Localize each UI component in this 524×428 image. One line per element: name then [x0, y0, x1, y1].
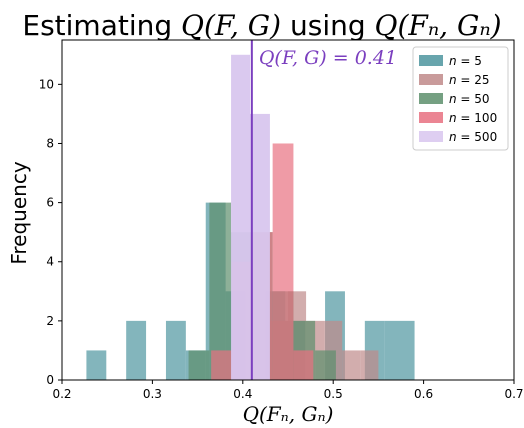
bar-series-4-bin-0: [231, 54, 251, 380]
y-axis-label: Frequency: [7, 161, 31, 264]
histogram-bars: [86, 54, 415, 380]
bar-series-3-bin-4: [293, 350, 314, 380]
x-tick-label: 0.2: [52, 387, 71, 401]
bar-series-3-bin-0: [211, 350, 232, 380]
bar-series-3-bin-3: [272, 143, 294, 380]
legend-label-0: n = 5: [449, 54, 482, 68]
x-tick-label: 0.3: [143, 387, 162, 401]
bar-series-0-bin-10: [384, 320, 415, 380]
x-tick-label: 0.4: [233, 387, 252, 401]
legend-swatch-0: [419, 55, 443, 66]
legend-box: [412, 46, 509, 151]
x-axis-label: Q(Fₙ, Gₙ): [243, 402, 334, 426]
legend-swatch-3: [419, 112, 443, 123]
bar-series-2-bin-1: [209, 202, 232, 380]
x-tick-label: 0.6: [414, 387, 433, 401]
y-tick-label: 8: [46, 136, 54, 150]
title-math-estimate: Q(Fₙ, Gₙ): [375, 9, 502, 42]
legend-label-1: n = 25: [449, 73, 490, 87]
bar-series-0-bin-0: [86, 350, 107, 380]
bar-series-1-bin-5: [360, 350, 379, 380]
bar-series-1-bin-4: [342, 350, 361, 380]
x-tick-label: 0.5: [324, 387, 343, 401]
legend-label-3: n = 100: [449, 111, 497, 125]
legend-swatch-2: [419, 93, 443, 104]
legend-label-2: n = 50: [449, 92, 490, 106]
y-tick-label: 2: [46, 314, 54, 328]
title-math-target: Q(F, G): [181, 9, 281, 42]
chart-title: Estimating Q(F, G) using Q(Fₙ, Gₙ): [22, 9, 501, 42]
legend-swatch-1: [419, 74, 443, 85]
y-tick-label: 0: [46, 373, 54, 387]
bar-series-2-bin-6: [315, 350, 336, 380]
bar-series-4-bin-1: [250, 113, 270, 380]
legend: n = 5 n = 25 n = 50 n = 100 n = 500: [412, 46, 509, 151]
bar-series-0-bin-2: [165, 320, 186, 380]
axes-frame: [61, 39, 515, 381]
y-tick-label: 4: [46, 255, 54, 269]
legend-label-4: n = 500: [449, 130, 497, 144]
title-middle: using: [281, 9, 374, 42]
y-tick-label: 6: [46, 196, 54, 210]
y-axis-ticks: 0 2 4 6 8 10: [39, 77, 62, 387]
bar-series-0-bin-1: [126, 320, 147, 380]
title-prefix: Estimating: [22, 9, 181, 42]
x-axis-ticks: 0.2 0.3 0.4 0.5 0.6 0.7: [52, 380, 524, 401]
reference-annotation: Q(F, G) = 0.41: [259, 47, 397, 69]
bar-series-2-bin-0: [188, 350, 210, 380]
x-tick-label: 0.7: [504, 387, 523, 401]
y-tick-label: 10: [39, 77, 54, 91]
legend-swatch-4: [419, 131, 443, 142]
